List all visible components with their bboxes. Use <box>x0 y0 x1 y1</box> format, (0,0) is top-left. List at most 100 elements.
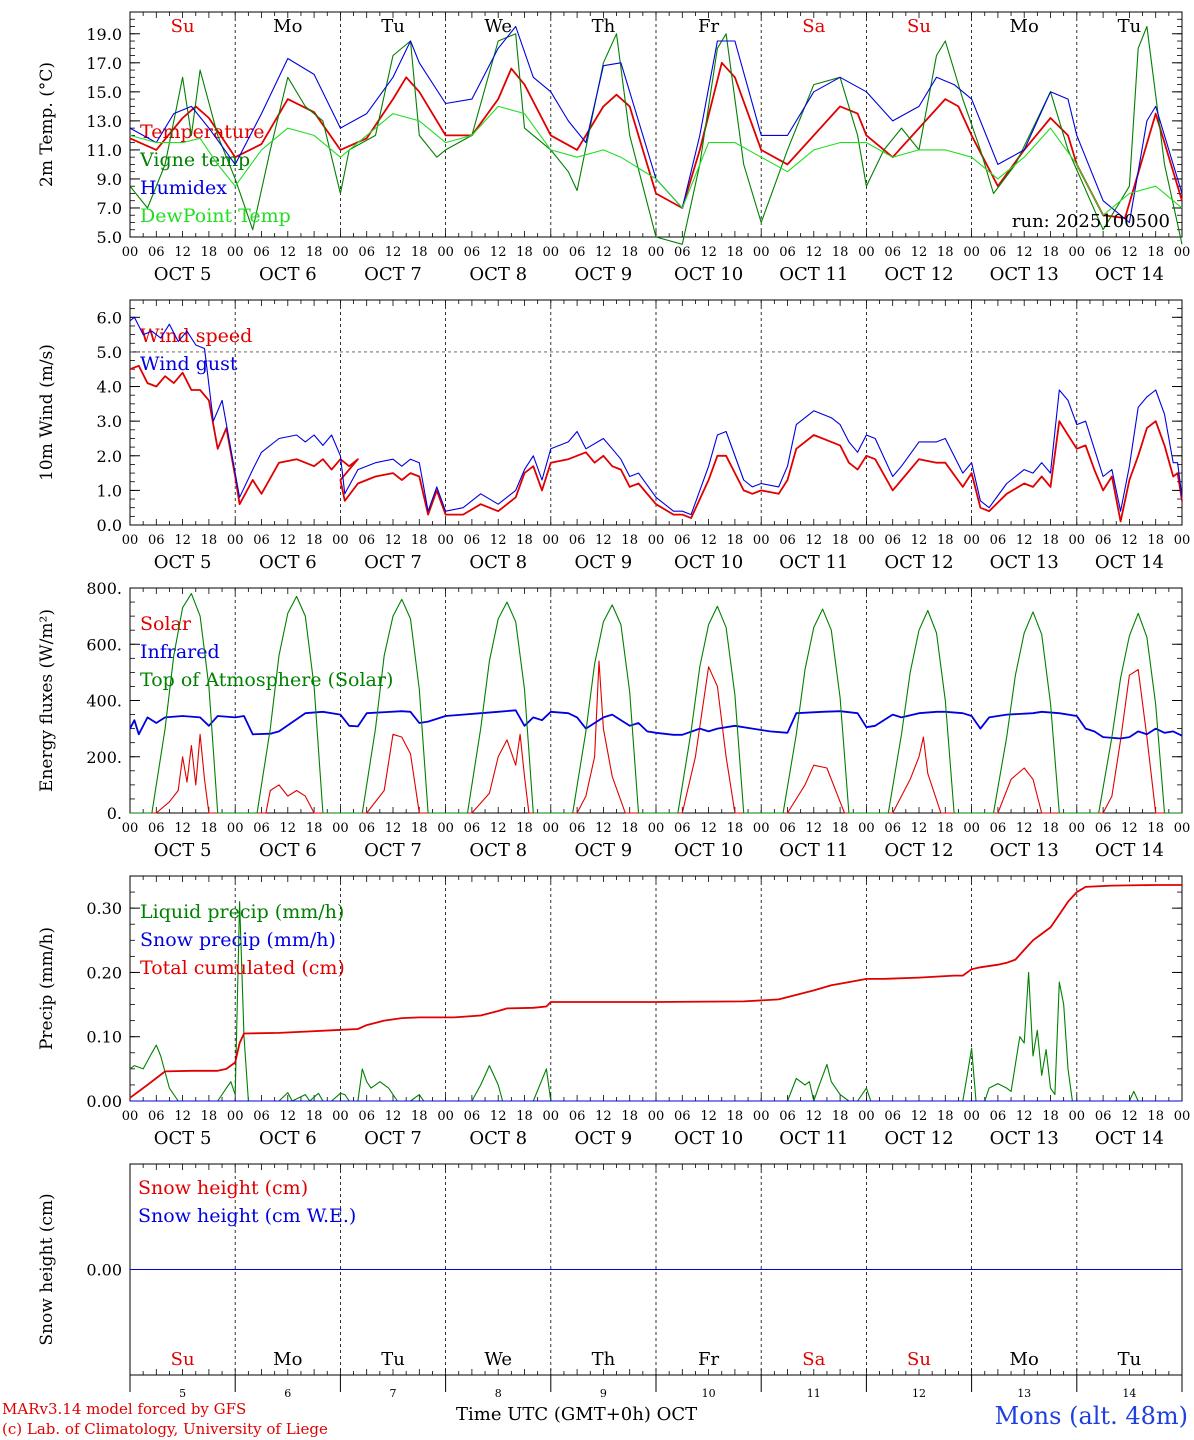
date-label: OCT 7 <box>364 1128 422 1149</box>
x-tick-label: 12 <box>385 1109 402 1124</box>
weekday-label-top: Su <box>907 16 931 37</box>
x-tick-label: 00 <box>332 245 349 260</box>
series-line-2 <box>129 316 1183 516</box>
x-tick-label: 12 <box>911 1109 928 1124</box>
x-tick-label: 00 <box>648 821 665 836</box>
x-tick-label: 12 <box>911 821 928 836</box>
x-tick-label: 06 <box>253 245 270 260</box>
date-label: OCT 5 <box>154 552 212 573</box>
y-tick-label: 0.00 <box>86 1261 122 1280</box>
x-tick-label: 00 <box>753 821 770 836</box>
x-tick-label: 00 <box>332 1109 349 1124</box>
x-tick-label: 00 <box>227 1109 244 1124</box>
date-label: OCT 14 <box>1095 840 1164 861</box>
x-tick-label: 00 <box>753 245 770 260</box>
x-tick-label: 06 <box>1095 245 1112 260</box>
x-tick-label: 12 <box>700 245 717 260</box>
x-tick-label: 18 <box>1042 821 1059 836</box>
x-tick-label: 18 <box>306 245 323 260</box>
y-axis-label: Snow height (cm) <box>37 1193 57 1345</box>
y-axis-label: Energy fluxes (W/m²) <box>37 609 57 792</box>
date-label: OCT 11 <box>779 264 848 285</box>
x-tick-label: 12 <box>174 533 191 548</box>
y-tick-label: 4.0 <box>97 378 122 397</box>
x-tick-label: 06 <box>779 245 796 260</box>
x-tick-label: 06 <box>674 821 691 836</box>
x-tick-label: 18 <box>306 1109 323 1124</box>
y-tick-label: 0.00 <box>86 1092 122 1111</box>
y-tick-label: 13.0 <box>86 112 122 131</box>
date-label: OCT 14 <box>1095 552 1164 573</box>
x-tick-label: 00 <box>1069 533 1086 548</box>
x-tick-label: 18 <box>1042 533 1059 548</box>
legend-entry: Solar <box>140 613 192 635</box>
x-tick-label: 00 <box>753 1109 770 1124</box>
x-tick-label: 12 <box>1121 1109 1138 1124</box>
x-tick-label: 12 <box>385 245 402 260</box>
x-tick-label: 12 <box>1016 1109 1033 1124</box>
date-label: OCT 13 <box>990 264 1059 285</box>
x-tick-label: 06 <box>464 1109 481 1124</box>
x-tick-label: 06 <box>569 533 586 548</box>
time-axis-label: Time UTC (GMT+0h) OCT <box>456 1404 698 1425</box>
x-tick-label: 12 <box>911 533 928 548</box>
date-label: OCT 7 <box>364 840 422 861</box>
weekday-label-bottom: Su <box>171 1349 195 1370</box>
x-tick-label: 06 <box>148 821 165 836</box>
model-credit: MARv3.14 model forced by GFS <box>2 1400 247 1418</box>
weekday-label-top: Fr <box>698 16 719 37</box>
day-number: 11 <box>807 1387 821 1400</box>
legend-entry: Snow height (cm) <box>138 1177 308 1199</box>
x-tick-label: 00 <box>963 821 980 836</box>
legend-entry: Wind speed <box>140 325 252 347</box>
x-tick-label: 06 <box>358 533 375 548</box>
legend-entry: Total cumulated (cm) <box>140 957 345 979</box>
y-tick-label: 2.0 <box>97 447 122 466</box>
date-label: OCT 10 <box>674 264 743 285</box>
x-tick-label: 12 <box>490 1109 507 1124</box>
legend-entry: Snow precip (mm/h) <box>140 929 336 951</box>
weekday-label-top: We <box>484 16 512 37</box>
y-tick-label: 0.20 <box>86 963 122 982</box>
x-tick-label: 06 <box>358 245 375 260</box>
x-tick-label: 12 <box>911 245 928 260</box>
x-tick-label: 06 <box>569 245 586 260</box>
x-tick-label: 06 <box>884 1109 901 1124</box>
x-tick-label: 18 <box>201 821 218 836</box>
x-tick-label: 18 <box>1147 533 1164 548</box>
y-tick-label: 0. <box>107 804 122 823</box>
date-label: OCT 7 <box>364 552 422 573</box>
series-line-3 <box>129 884 1182 1099</box>
y-tick-label: 800. <box>86 579 122 598</box>
x-tick-label: 12 <box>1121 245 1138 260</box>
x-tick-label: 12 <box>1016 533 1033 548</box>
x-tick-label: 18 <box>201 1109 218 1124</box>
x-tick-label: 12 <box>595 245 612 260</box>
x-tick-label: 18 <box>727 1109 744 1124</box>
y-tick-label: 200. <box>86 748 122 767</box>
date-label: OCT 5 <box>154 264 212 285</box>
x-tick-label: 18 <box>832 1109 849 1124</box>
legend-entry: Liquid precip (mm/h) <box>140 901 344 923</box>
day-number: 6 <box>284 1387 291 1400</box>
weekday-label-bottom: Fr <box>698 1349 719 1370</box>
y-axis-label: Precip (mm/h) <box>37 927 57 1050</box>
x-tick-label: 12 <box>595 821 612 836</box>
x-tick-label: 18 <box>201 245 218 260</box>
x-tick-label: 00 <box>1174 821 1191 836</box>
x-tick-label: 00 <box>543 821 560 836</box>
x-tick-label: 06 <box>358 821 375 836</box>
x-tick-label: 00 <box>332 821 349 836</box>
x-tick-label: 18 <box>621 1109 638 1124</box>
legend-entry: DewPoint Temp <box>140 205 291 227</box>
x-tick-label: 00 <box>1069 1109 1086 1124</box>
date-label: OCT 11 <box>779 1128 848 1149</box>
x-tick-label: 18 <box>201 533 218 548</box>
x-tick-label: 06 <box>674 245 691 260</box>
x-tick-label: 12 <box>280 533 297 548</box>
x-tick-label: 06 <box>990 245 1007 260</box>
x-tick-label: 18 <box>1042 245 1059 260</box>
x-tick-label: 06 <box>990 533 1007 548</box>
x-tick-label: 00 <box>437 533 454 548</box>
